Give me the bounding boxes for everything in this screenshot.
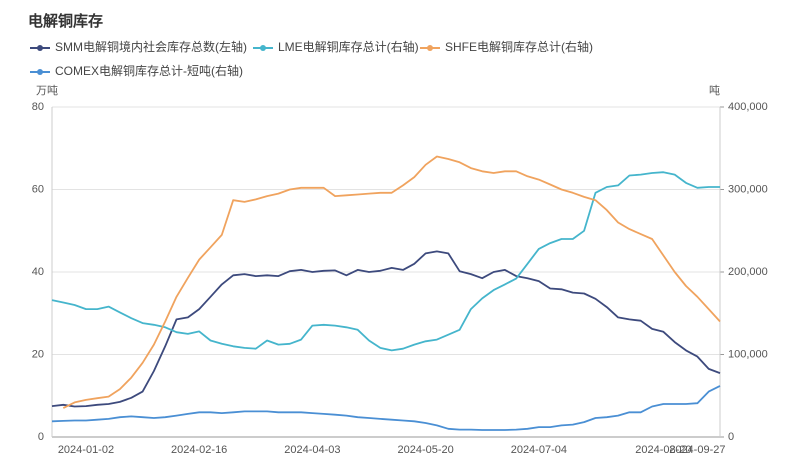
y-tick-label: 40 bbox=[32, 266, 44, 278]
x-tick-label: 2024-09-27 bbox=[669, 444, 725, 456]
x-tick-label: 2024-08-20 bbox=[635, 444, 691, 456]
y-tick-label: 80 bbox=[32, 101, 44, 113]
x-tick-label: 2024-01-02 bbox=[58, 444, 114, 456]
legend-icon bbox=[37, 45, 43, 51]
y-tick-label: 60 bbox=[32, 183, 44, 195]
legend-icon bbox=[37, 69, 43, 75]
series-line bbox=[62, 155, 721, 409]
series-line bbox=[51, 250, 721, 408]
y-tick-label: 20 bbox=[32, 348, 44, 360]
x-tick-label: 2024-07-04 bbox=[511, 444, 567, 456]
y2-tick-label: 200,000 bbox=[728, 266, 768, 278]
legend-icon bbox=[427, 45, 433, 51]
legend-label: SMM电解铜境内社会库存总数(左轴) bbox=[55, 39, 247, 54]
y2-tick-label: 300,000 bbox=[728, 183, 768, 195]
y2-unit: 吨 bbox=[709, 84, 720, 97]
series-line bbox=[51, 171, 720, 352]
legend-label: LME电解铜库存总计(右轴) bbox=[278, 39, 419, 54]
y-unit: 万吨 bbox=[36, 84, 58, 97]
legend-label: SHFE电解铜库存总计(右轴) bbox=[445, 39, 593, 54]
series-line bbox=[51, 385, 721, 431]
legend-label: COMEX电解铜库存总计-短吨(右轴) bbox=[55, 63, 243, 78]
y2-tick-label: 100,000 bbox=[728, 348, 768, 360]
x-tick-label: 2024-05-20 bbox=[397, 444, 453, 456]
y2-tick-label: 400,000 bbox=[728, 101, 768, 113]
x-tick-label: 2024-02-16 bbox=[171, 444, 227, 456]
y-tick-label: 0 bbox=[38, 431, 44, 443]
x-tick-label: 2024-04-03 bbox=[284, 444, 340, 456]
chart-title: 电解铜库存 bbox=[28, 12, 103, 30]
y2-tick-label: 0 bbox=[728, 431, 734, 443]
legend-icon bbox=[260, 45, 266, 51]
